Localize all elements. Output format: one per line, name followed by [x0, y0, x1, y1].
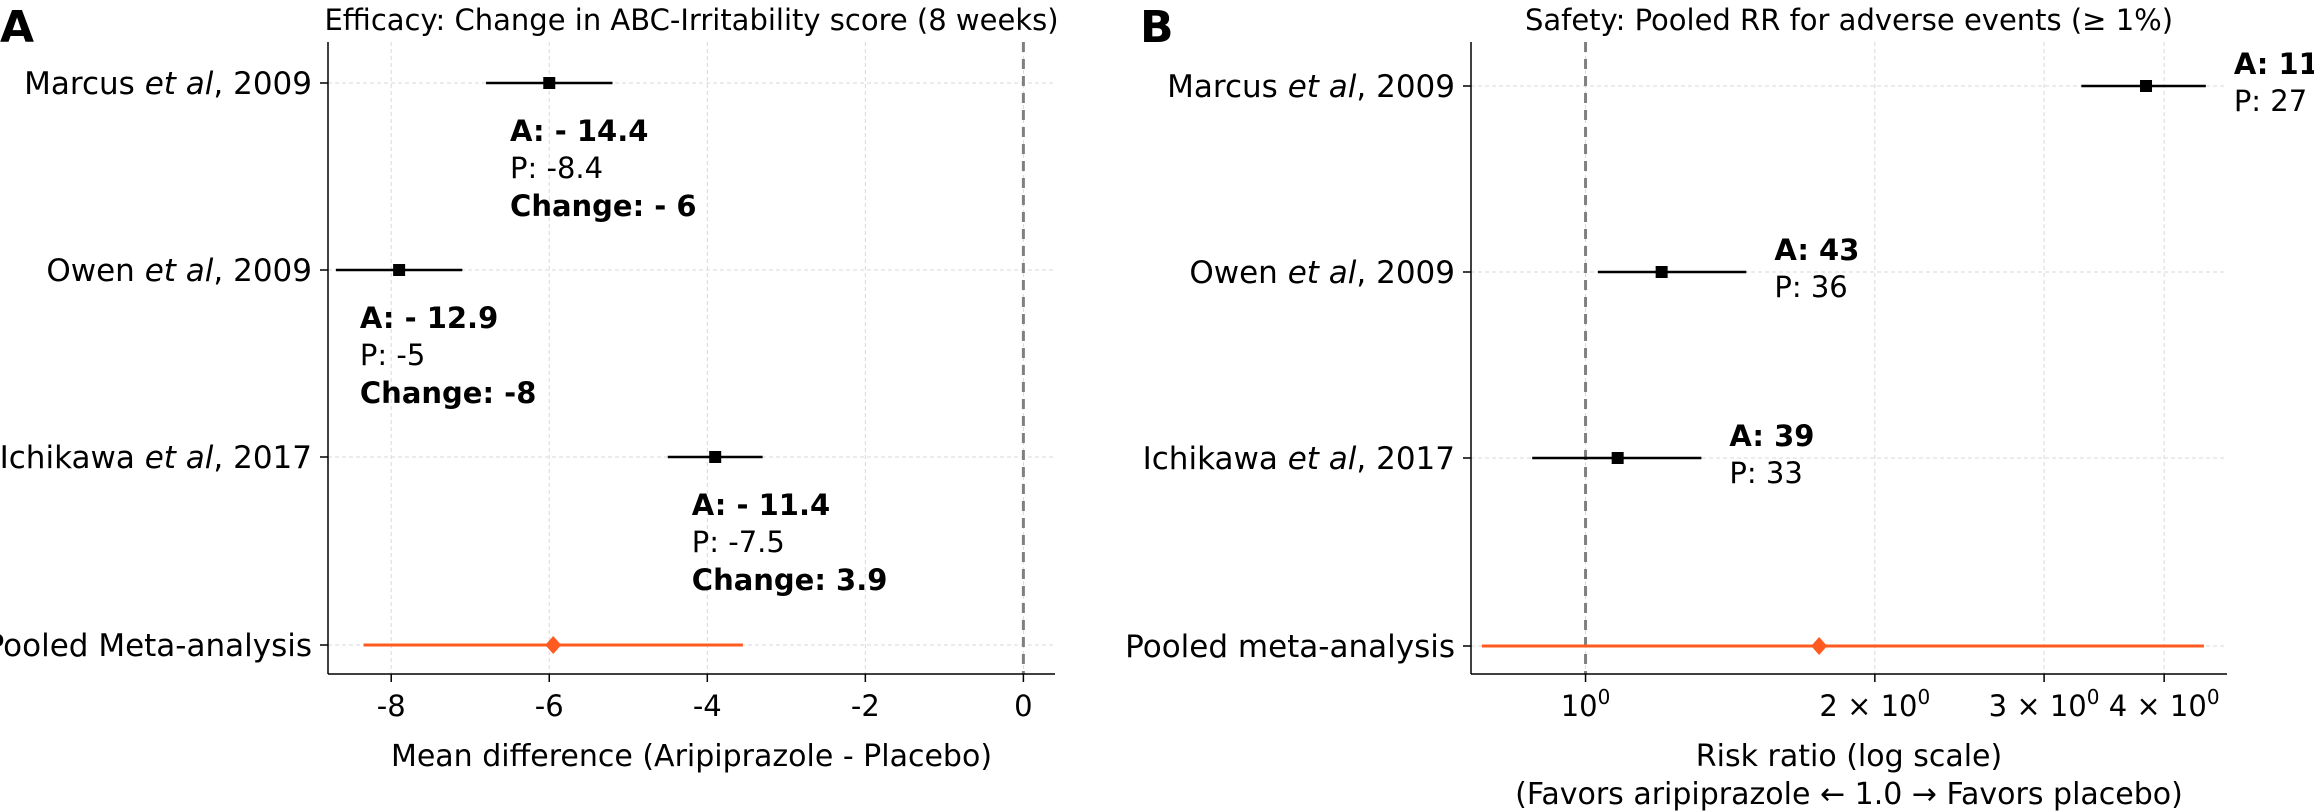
- panel-b-xtick-label-1: 2 × 100: [1819, 685, 1930, 723]
- panel-b-point-0: [2140, 80, 2153, 92]
- panel-a-study-label-1: Owen et al, 2009: [46, 253, 312, 289]
- panel-a-study-label-2: Ichikawa et al, 2017: [0, 440, 312, 476]
- panel-a-ann-change-0: Change: - 6: [510, 189, 697, 223]
- panel-a-point-1: [393, 264, 406, 276]
- panel-b-letter: B: [1140, 2, 1174, 53]
- panel-a-pooled-diamond: [545, 636, 562, 654]
- panel-b-point-2: [1611, 452, 1624, 464]
- panel-b-study-label-0: Marcus et al, 2009: [1167, 69, 1455, 105]
- panel-a-point-2: [709, 451, 722, 463]
- panel-a-ann-p-2: P: -7.5: [692, 525, 785, 559]
- panel-b-point-1: [1655, 266, 1668, 278]
- panel-b-ann-a-2: A: 39: [1729, 419, 1814, 453]
- panel-b-study-label-1: Owen et al, 2009: [1189, 255, 1455, 291]
- panel-a-xtick-label-4: 0: [1014, 689, 1032, 723]
- panel-a-ann-p-0: P: -8.4: [510, 151, 603, 185]
- panel-b-pooled-label: Pooled meta-analysis: [1125, 629, 1455, 665]
- panel-a-ann-change-2: Change: 3.9: [692, 563, 888, 597]
- panel-b-pooled-diamond: [1811, 637, 1828, 655]
- panel-a-ann-a-1: A: - 12.9: [360, 301, 498, 335]
- panel-b-title: Safety: Pooled RR for adverse events (≥ …: [1525, 3, 2173, 37]
- panel-a-letter: A: [0, 2, 34, 53]
- panel-a-xtick-label-3: -2: [851, 689, 880, 723]
- panel-a-ann-change-1: Change: -8: [360, 376, 536, 410]
- panel-b-study-label-2: Ichikawa et al, 2017: [1143, 441, 1455, 477]
- panel-a-study-label-0: Marcus et al, 2009: [24, 66, 312, 102]
- panel-a-pooled-label: Pooled Meta-analysis: [0, 628, 312, 664]
- panel-a-title: Efficacy: Change in ABC-Irritability sco…: [324, 3, 1058, 37]
- panel-a-xtick-label-0: -8: [377, 689, 406, 723]
- panel-b-xtick-label-2: 3 × 100: [1989, 685, 2100, 723]
- panel-b-xlabel: Risk ratio (log scale): [1696, 739, 2002, 774]
- panel-b-xlabel2: (Favors aripiprazole ← 1.0 → Favors plac…: [1515, 777, 2183, 812]
- panel-b-xtick-label-3: 4 × 100: [2109, 685, 2220, 723]
- panel-a-xtick-label-2: -4: [693, 689, 722, 723]
- panel-b-xtick-label-0: 100: [1561, 685, 1611, 723]
- panel-b-ann-p-1: P: 36: [1774, 270, 1847, 304]
- panel-a-ann-a-2: A: - 11.4: [692, 488, 830, 522]
- panel-a-xlabel: Mean difference (Aripiprazole - Placebo): [391, 739, 992, 774]
- panel-a-ann-a-0: A: - 14.4: [510, 114, 648, 148]
- panel-a-xtick-label-1: -6: [535, 689, 564, 723]
- panel-b-ann-a-0: A: 110: [2234, 47, 2314, 81]
- panel-b-ann-a-1: A: 43: [1774, 233, 1859, 267]
- panel-a-ann-p-1: P: -5: [360, 338, 425, 372]
- panel-b-ann-p-2: P: 33: [1729, 456, 1802, 490]
- panel-b-ann-p-0: P: 27: [2234, 84, 2307, 118]
- panel-a-point-0: [543, 77, 556, 89]
